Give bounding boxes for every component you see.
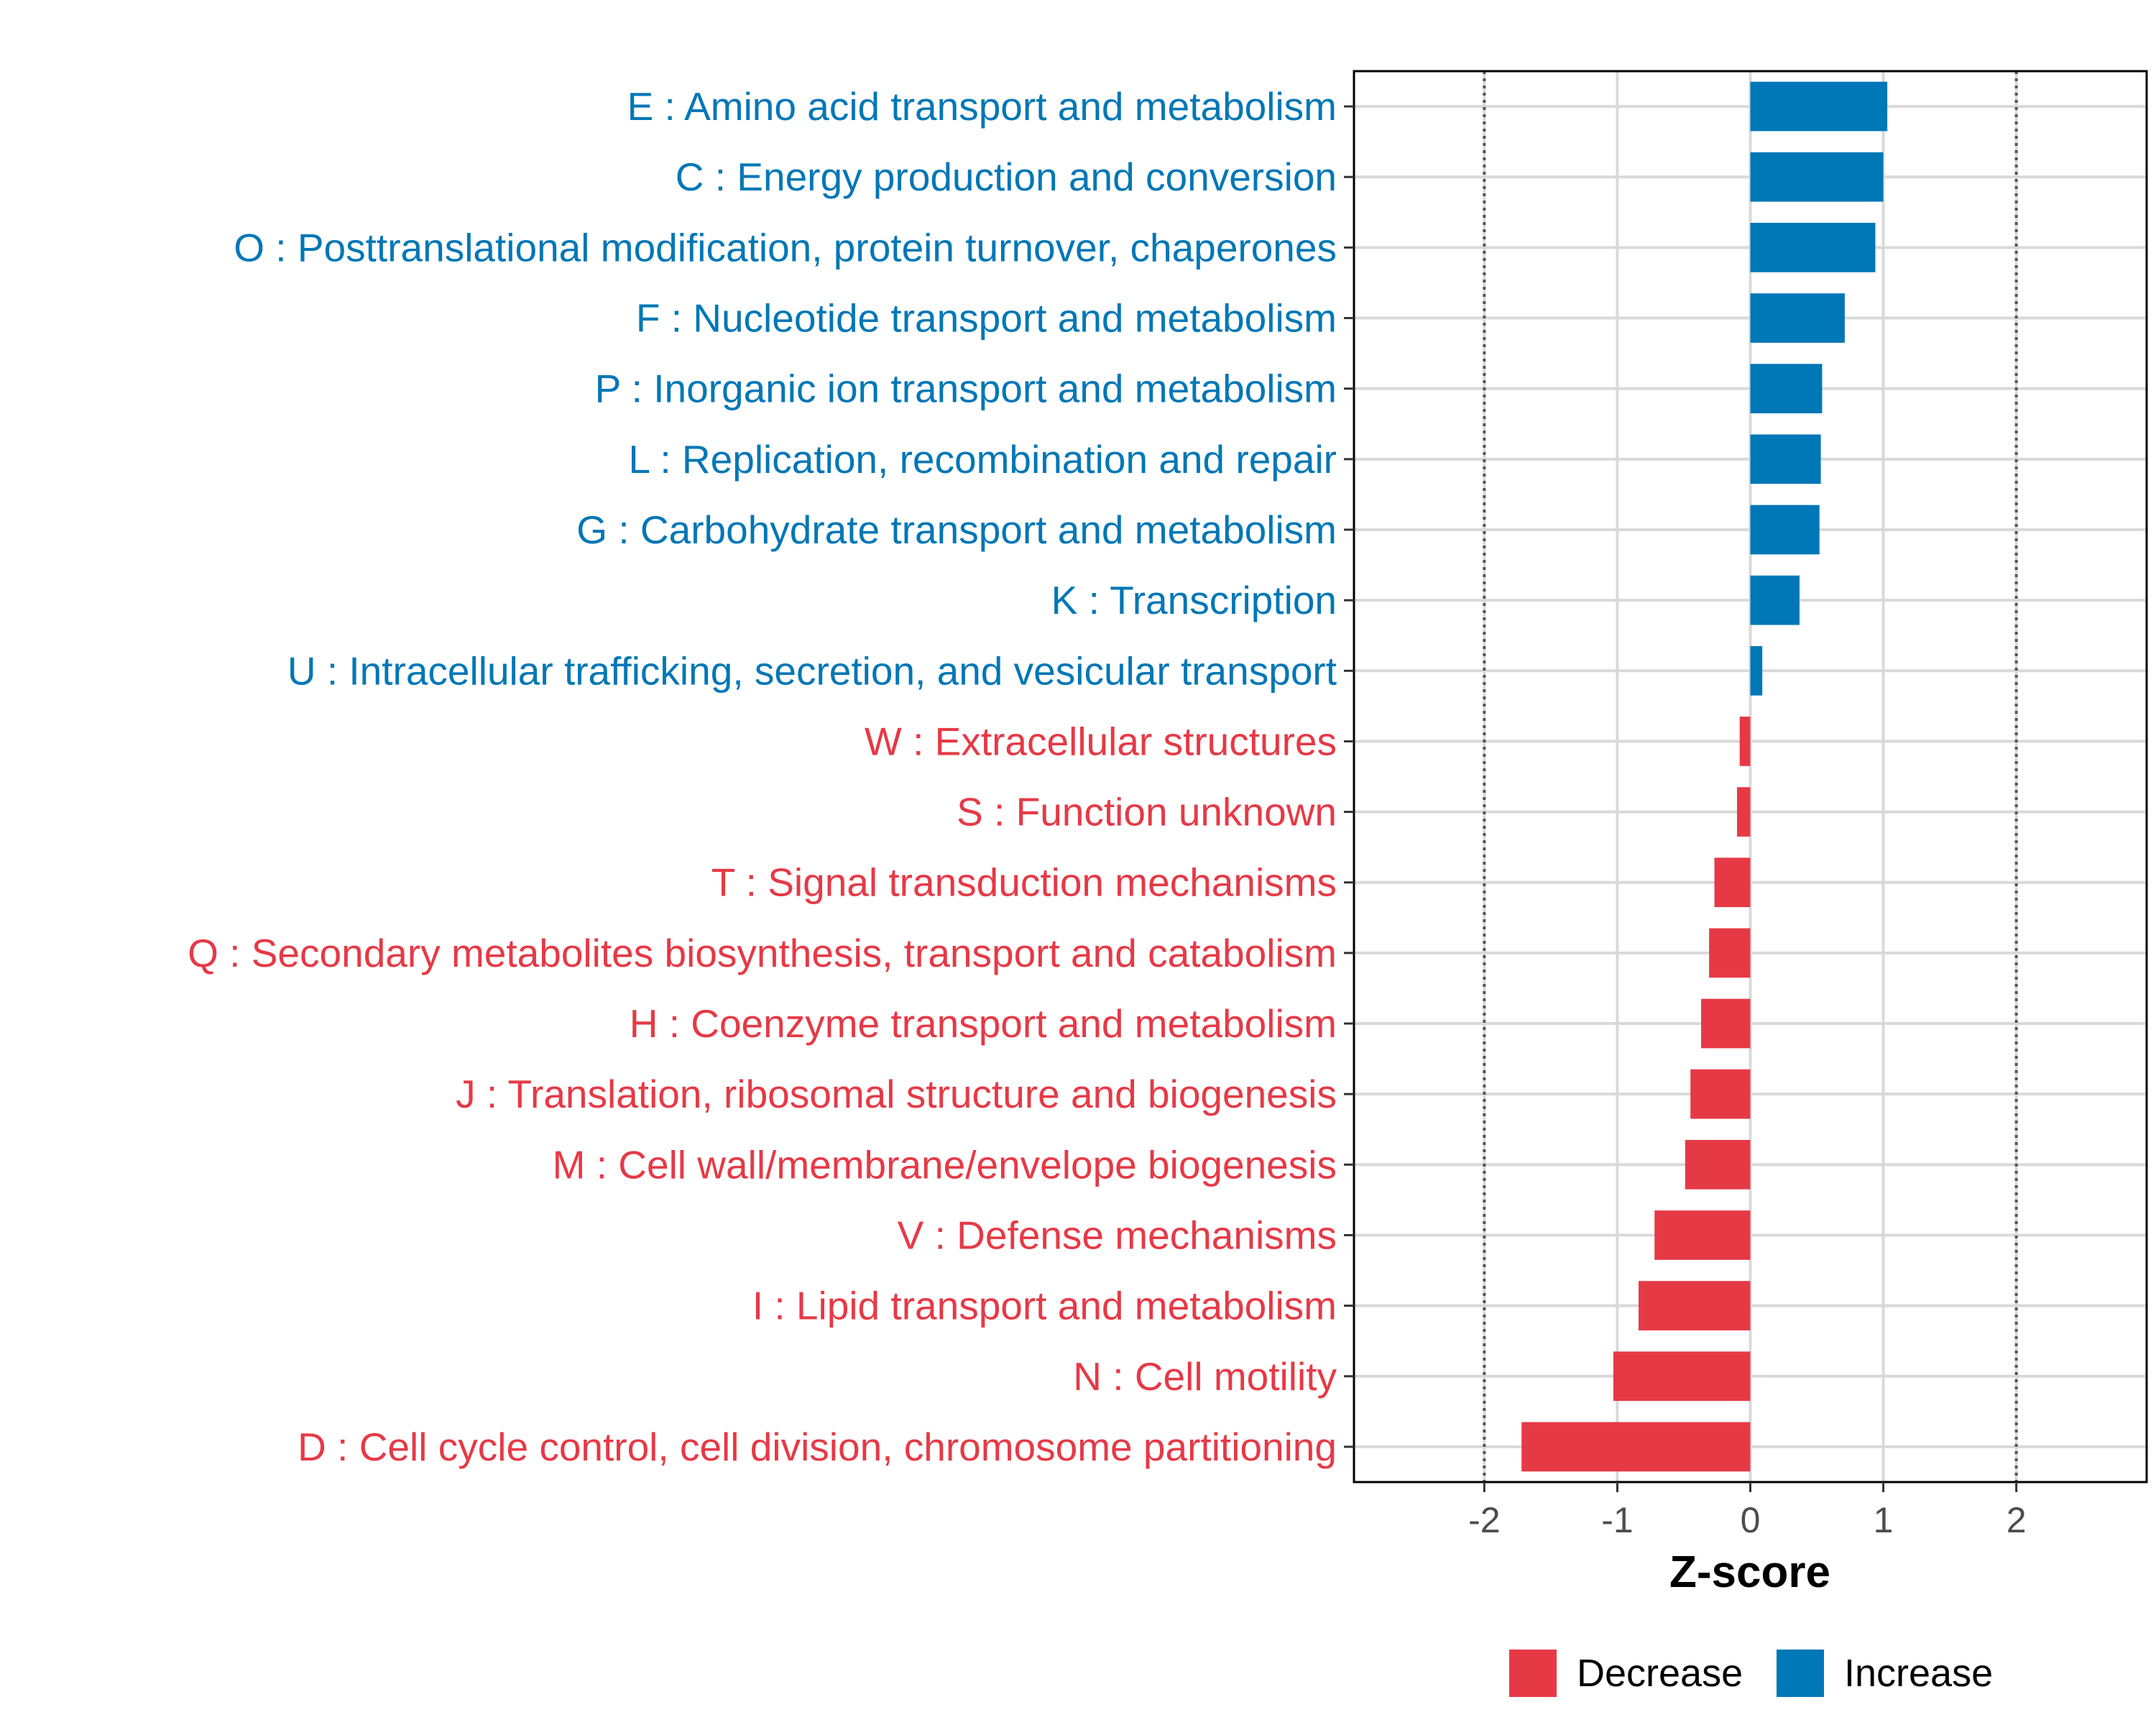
x-tick-label: 2 (2007, 1500, 2027, 1540)
bar (1654, 1210, 1751, 1260)
x-axis-title: Z-score (1669, 1547, 1830, 1597)
category-label: M : Cell wall/membrane/envelope biogenes… (553, 1142, 1337, 1187)
category-label: N : Cell motility (1073, 1354, 1337, 1399)
category-label: J : Translation, ribosomal structure and… (456, 1072, 1337, 1116)
category-label: F : Nucleotide transport and metabolism (636, 296, 1337, 341)
category-label: I : Lipid transport and metabolism (752, 1284, 1337, 1328)
bar (1613, 1351, 1751, 1402)
legend-swatch (1777, 1650, 1824, 1697)
bar (1750, 575, 1800, 625)
category-label: E : Amino acid transport and metabolism (627, 84, 1337, 129)
bar (1714, 857, 1751, 908)
category-label: C : Energy production and conversion (676, 155, 1337, 199)
category-label: H : Coenzyme transport and metabolism (630, 1001, 1337, 1046)
bar (1750, 645, 1763, 696)
category-label: L : Replication, recombination and repai… (629, 437, 1337, 482)
category-label: S : Function unknown (957, 790, 1337, 834)
category-label: P : Inorganic ion transport and metaboli… (595, 367, 1337, 411)
bar (1709, 928, 1751, 978)
category-label: G : Carbohydrate transport and metabolis… (576, 507, 1337, 552)
bar (1639, 1281, 1751, 1330)
legend-label: Increase (1844, 1652, 1993, 1695)
x-tick-label: 1 (1874, 1500, 1894, 1540)
x-tick-label: -1 (1601, 1500, 1633, 1540)
bar (1750, 152, 1884, 202)
y-axis-ticks (1344, 105, 1354, 1448)
bars (1521, 81, 1888, 1472)
category-labels: E : Amino acid transport and metabolism C… (188, 84, 1337, 1469)
category-label: T : Signal transduction mechanisms (711, 860, 1337, 905)
bar (1750, 505, 1820, 555)
category-label: O : Posttranslational modification, prot… (234, 225, 1337, 270)
bar (1739, 717, 1751, 766)
bar (1701, 998, 1751, 1049)
category-label: K : Transcription (1051, 578, 1337, 622)
bar (1750, 223, 1876, 272)
legend-swatch (1509, 1650, 1557, 1697)
category-label: V : Defense mechanisms (898, 1213, 1337, 1257)
category-label: W : Extracellular structures (865, 719, 1337, 763)
category-label: D : Cell cycle control, cell division, c… (298, 1425, 1337, 1469)
reference-lines (1483, 71, 2018, 1482)
legend-label: Decrease (1577, 1652, 1743, 1695)
bar (1690, 1069, 1751, 1119)
bar (1750, 434, 1821, 484)
category-label: Q : Secondary metabolites biosynthesis, … (188, 931, 1337, 975)
bar (1521, 1422, 1751, 1472)
bar (1750, 364, 1823, 414)
bar (1736, 787, 1751, 837)
x-tick-label: -2 (1468, 1500, 1500, 1540)
bar (1685, 1139, 1751, 1190)
legend: Decrease Increase (1509, 1650, 1993, 1697)
x-axis-ticks: -2 -1 0 1 2 (1468, 1482, 2027, 1540)
category-label: U : Intracellular trafficking, secretion… (287, 648, 1337, 693)
x-tick-label: 0 (1741, 1500, 1761, 1540)
bar (1750, 293, 1845, 343)
bar (1750, 81, 1888, 132)
